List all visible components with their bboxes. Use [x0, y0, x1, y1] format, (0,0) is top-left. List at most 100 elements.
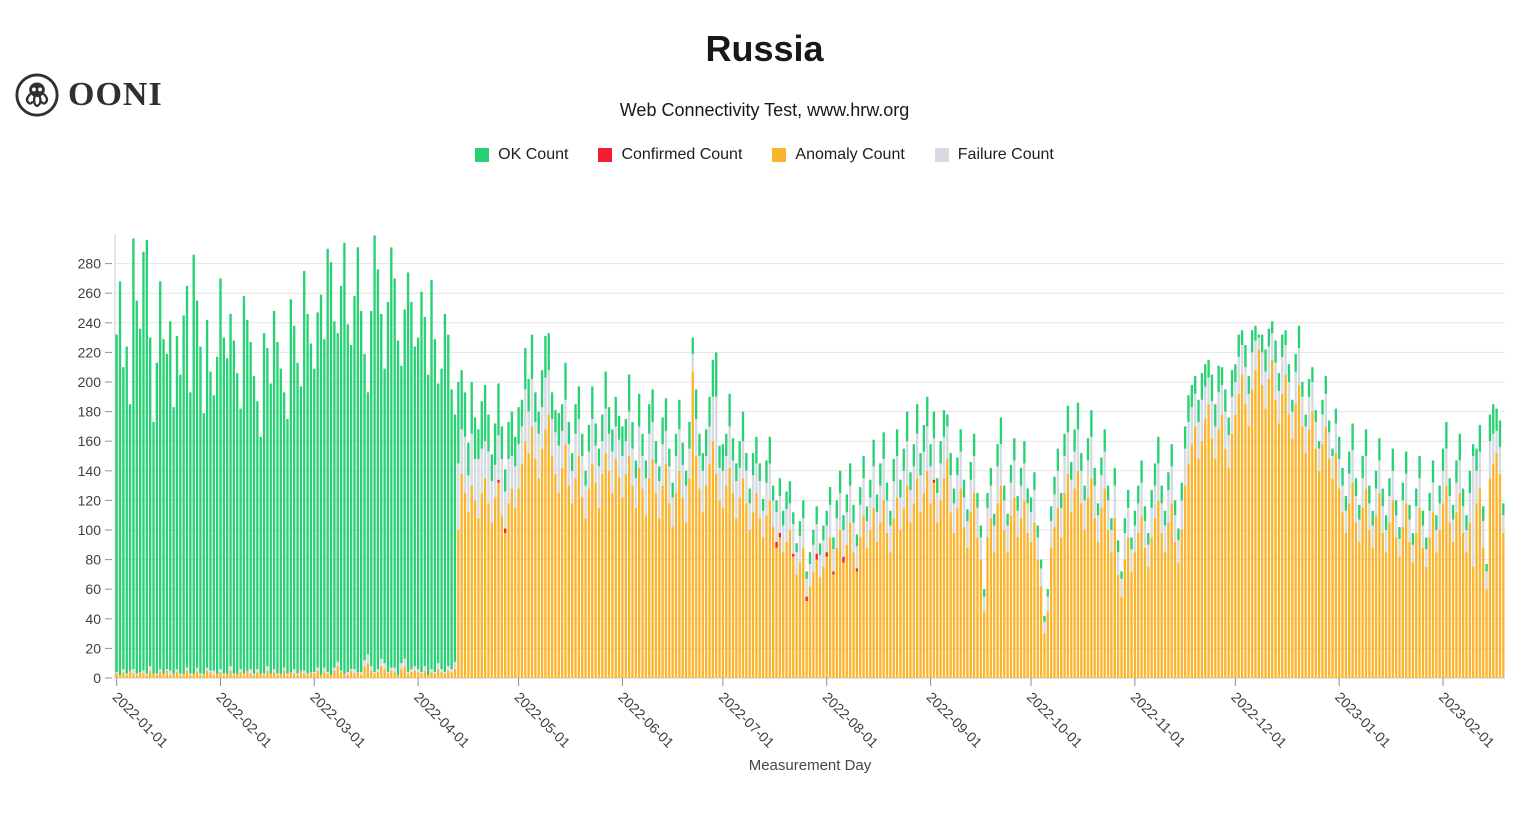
bar-segment-anomaly[interactable] — [272, 672, 276, 678]
bar-segment-failure[interactable] — [731, 460, 735, 493]
bar-day[interactable] — [437, 383, 440, 678]
bar-segment-anomaly[interactable] — [1039, 586, 1043, 678]
bar-segment-failure[interactable] — [132, 669, 135, 674]
bar-segment-failure[interactable] — [1183, 448, 1187, 486]
bar-segment-anomaly[interactable] — [691, 371, 694, 678]
bar-segment-ok[interactable] — [939, 441, 942, 464]
bar-day[interactable] — [192, 254, 195, 678]
bar-day[interactable] — [1425, 537, 1428, 678]
bar-segment-failure[interactable] — [1013, 460, 1016, 498]
bar-day[interactable] — [1157, 436, 1160, 678]
bar-segment-failure[interactable] — [594, 445, 597, 483]
bar-segment-anomaly[interactable] — [751, 512, 755, 678]
bar-segment-ok[interactable] — [1468, 470, 1471, 493]
bar-segment-anomaly[interactable] — [1103, 488, 1106, 678]
bar-segment-anomaly[interactable] — [624, 473, 627, 678]
bar-day[interactable] — [976, 493, 979, 678]
bar-day[interactable] — [383, 368, 386, 678]
bar-segment-anomaly[interactable] — [962, 527, 966, 678]
bar-day[interactable] — [145, 239, 148, 678]
bar-day[interactable] — [1220, 367, 1224, 678]
bar-segment-failure[interactable] — [694, 419, 698, 456]
bar-day[interactable] — [1485, 564, 1488, 678]
bar-segment-failure[interactable] — [1250, 352, 1254, 390]
bar-segment-failure[interactable] — [1438, 503, 1441, 530]
bar-segment-failure[interactable] — [195, 667, 199, 673]
bar-day[interactable] — [989, 467, 993, 678]
bar-segment-ok[interactable] — [524, 347, 527, 390]
bar-segment-anomaly[interactable] — [1394, 537, 1398, 678]
bar-segment-ok[interactable] — [1341, 467, 1344, 486]
bar-segment-anomaly[interactable] — [1049, 547, 1053, 678]
bar-segment-failure[interactable] — [1240, 345, 1244, 375]
bar-segment-anomaly[interactable] — [798, 562, 802, 678]
bar-day[interactable] — [463, 392, 467, 678]
bar-segment-failure[interactable] — [530, 379, 534, 427]
bar-segment-ok[interactable] — [1013, 438, 1016, 461]
bar-segment-failure[interactable] — [1160, 503, 1163, 533]
bar-segment-ok[interactable] — [1039, 559, 1043, 569]
bar-segment-anomaly[interactable] — [122, 672, 125, 678]
bar-day[interactable] — [688, 421, 691, 678]
bar-day[interactable] — [936, 478, 939, 678]
bar-segment-ok[interactable] — [1441, 448, 1445, 471]
bar-segment-failure[interactable] — [366, 654, 370, 664]
bar-segment-failure[interactable] — [708, 426, 711, 464]
bar-segment-failure[interactable] — [691, 353, 694, 372]
bar-segment-ok[interactable] — [681, 442, 684, 465]
bar-segment-failure[interactable] — [969, 479, 972, 513]
bar-segment-anomaly[interactable] — [1120, 596, 1123, 678]
bar-segment-anomaly[interactable] — [222, 675, 226, 678]
bar-segment-anomaly[interactable] — [1237, 393, 1240, 678]
bar-day[interactable] — [782, 510, 785, 678]
bar-segment-failure[interactable] — [1100, 475, 1103, 508]
bar-segment-ok[interactable] — [1394, 500, 1398, 516]
bar-day[interactable] — [691, 337, 694, 678]
bar-segment-ok[interactable] — [1153, 463, 1157, 486]
bar-segment-failure[interactable] — [1324, 393, 1327, 427]
bar-segment-ok[interactable] — [1431, 460, 1435, 483]
bar-segment-ok[interactable] — [487, 414, 490, 452]
bar-segment-anomaly[interactable] — [537, 478, 540, 678]
bar-segment-failure[interactable] — [661, 444, 664, 486]
bar-segment-ok[interactable] — [654, 441, 658, 464]
bar-segment-ok[interactable] — [638, 393, 641, 427]
bar-segment-failure[interactable] — [932, 438, 936, 480]
bar-day[interactable] — [306, 313, 309, 678]
bar-segment-anomaly[interactable] — [118, 675, 122, 678]
bar-segment-anomaly[interactable] — [339, 672, 343, 678]
bar-segment-ok[interactable] — [1029, 497, 1033, 513]
bar-segment-ok[interactable] — [115, 334, 118, 673]
bar-segment-ok[interactable] — [175, 336, 179, 670]
bar-segment-anomaly[interactable] — [731, 493, 735, 678]
bar-segment-anomaly[interactable] — [1468, 522, 1471, 678]
bar-segment-failure[interactable] — [333, 667, 336, 671]
bar-day[interactable] — [159, 281, 162, 678]
bar-day[interactable] — [544, 336, 547, 678]
bar-segment-ok[interactable] — [902, 448, 905, 471]
bar-segment-ok[interactable] — [1408, 504, 1411, 520]
bar-day[interactable] — [725, 433, 728, 678]
bar-segment-failure[interactable] — [370, 666, 373, 671]
bar-segment-failure[interactable] — [373, 672, 376, 674]
bar-segment-anomaly[interactable] — [1291, 438, 1294, 678]
bar-day[interactable] — [517, 407, 520, 678]
bar-day[interactable] — [406, 272, 410, 678]
bar-segment-failure[interactable] — [1381, 506, 1384, 533]
bar-segment-anomaly[interactable] — [852, 552, 855, 678]
bar-segment-failure[interactable] — [1056, 470, 1060, 508]
bar-segment-failure[interactable] — [1485, 571, 1488, 590]
bar-segment-ok[interactable] — [493, 423, 497, 465]
bar-day[interactable] — [1066, 405, 1070, 678]
bar-segment-anomaly[interactable] — [524, 441, 527, 678]
bar-segment-failure[interactable] — [1230, 396, 1234, 434]
bar-segment-failure[interactable] — [390, 667, 393, 671]
bar-segment-anomaly[interactable] — [1053, 527, 1056, 678]
bar-segment-failure[interactable] — [825, 525, 828, 553]
bar-segment-failure[interactable] — [480, 448, 483, 493]
bar-segment-ok[interactable] — [855, 534, 859, 547]
bar-segment-ok[interactable] — [1076, 402, 1080, 430]
bar-day[interactable] — [1170, 444, 1173, 678]
bar-segment-ok[interactable] — [252, 376, 256, 674]
bar-day[interactable] — [1240, 330, 1244, 678]
